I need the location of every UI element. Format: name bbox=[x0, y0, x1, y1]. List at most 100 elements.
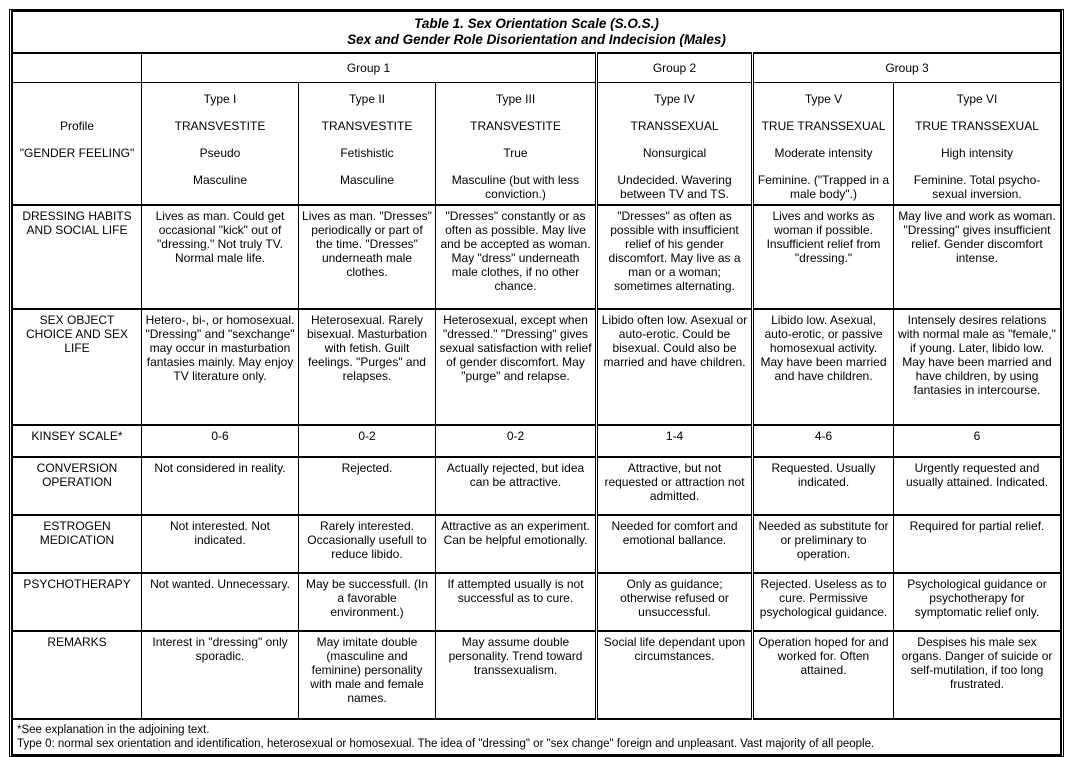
table-cell: Not wanted. Unnecessary. bbox=[141, 572, 299, 632]
table-cell: Rarely interested. Occasionally usefull … bbox=[298, 514, 436, 574]
table-title: Table 1. Sex Orientation Scale (S.O.S.) S… bbox=[12, 11, 1061, 54]
sos-table-container: Table 1. Sex Orientation Scale (S.O.S.) S… bbox=[9, 9, 1064, 757]
row-label: ESTROGEN MEDICATION bbox=[12, 514, 142, 574]
profile-label: Profile bbox=[59, 119, 94, 133]
row-label: PSYCHOTHERAPY bbox=[12, 572, 142, 632]
gender-feeling-label: "GENDER FEELING" bbox=[19, 146, 135, 160]
profile-kind: True bbox=[503, 146, 528, 160]
footnote: Type 0: normal sex orientation and ident… bbox=[17, 738, 875, 750]
group-header: Group 2 bbox=[595, 52, 753, 83]
table-cell: Lives as man. Could get occasional "kick… bbox=[141, 204, 299, 310]
profile-type: Type IV bbox=[654, 92, 695, 106]
footnote: *See explanation in the adjoining text. bbox=[17, 724, 210, 736]
table-cell: Required for partial relief. bbox=[893, 514, 1061, 574]
profile-type: Type VI bbox=[956, 92, 998, 106]
profile-kind: Pseudo bbox=[199, 146, 241, 160]
table-cell: If attempted usually is not successful a… bbox=[435, 572, 597, 632]
profile-type: Type III bbox=[495, 92, 536, 106]
row-label: CONVERSION OPERATION bbox=[12, 456, 142, 516]
table-cell: Interest in "dressing" only sporadic. bbox=[141, 630, 299, 720]
table-cell: Needed for comfort and emotional ballanc… bbox=[595, 514, 753, 574]
table-cell: Not considered in reality. bbox=[141, 456, 299, 516]
profile-kind: Fetishistic bbox=[340, 146, 394, 160]
profile-kind: Moderate intensity bbox=[774, 146, 873, 160]
table-cell: Despises his male sex organs. Danger of … bbox=[893, 630, 1061, 720]
table-row: KINSEY SCALE* 0-6 0-2 0-2 1-4 4-6 6 bbox=[12, 424, 1061, 458]
table-cell: Attractive, but not requested or attract… bbox=[595, 456, 753, 516]
table-cell: Urgently requested and usually attained.… bbox=[893, 456, 1061, 516]
profile-feeling: Undecided. Wavering between TV and TS. bbox=[617, 173, 732, 201]
table-cell: Rejected. bbox=[298, 456, 436, 516]
profile-type: Type II bbox=[348, 92, 386, 106]
table-cell: Heterosexual. Rarely bisexual. Masturbat… bbox=[298, 308, 436, 426]
table-cell: May be successfull. (In a favorable envi… bbox=[298, 572, 436, 632]
table-cell: Only as guidance; otherwise refused or u… bbox=[595, 572, 753, 632]
table-cell: Lives as man. "Dresses" periodically or … bbox=[298, 204, 436, 310]
table-cell: Operation hoped for and worked for. Ofte… bbox=[751, 630, 894, 720]
sos-table: Table 1. Sex Orientation Scale (S.O.S.) S… bbox=[12, 11, 1061, 755]
table-cell: Psychological guidance or psychotherapy … bbox=[893, 572, 1061, 632]
table-cell: Actually rejected, but idea can be attra… bbox=[435, 456, 597, 516]
profile-feeling: Masculine bbox=[339, 173, 395, 187]
table-cell: Not interested. Not indicated. bbox=[141, 514, 299, 574]
table-cell: 0-2 bbox=[298, 424, 436, 458]
table-row: CONVERSION OPERATION Not considered in re… bbox=[12, 456, 1061, 516]
table-cell: 0-6 bbox=[141, 424, 299, 458]
table-cell: 4-6 bbox=[751, 424, 894, 458]
table-cell: 1-4 bbox=[595, 424, 753, 458]
table-cell: 6 bbox=[893, 424, 1061, 458]
profile-label-cell: .Profile"GENDER FEELING" bbox=[12, 82, 142, 206]
profile-feeling: Masculine bbox=[192, 173, 248, 187]
title-line-2: Sex and Gender Role Disorientation and I… bbox=[347, 32, 726, 47]
profile-name: TRANSVESTITE bbox=[174, 119, 266, 133]
table-cell: Hetero-, bi-, or homosexual. "Dressing" … bbox=[141, 308, 299, 426]
title-line-1: Table 1. Sex Orientation Scale (S.O.S.) bbox=[414, 16, 659, 31]
profile-kind: Nonsurgical bbox=[642, 146, 707, 160]
profile-name: TRUE TRANSSEXUAL bbox=[915, 119, 1039, 133]
row-label: DRESSING HABITS AND SOCIAL LIFE bbox=[12, 204, 142, 310]
group-header: Group 3 bbox=[751, 52, 1061, 83]
table-cell: Lives and works as woman if possible. In… bbox=[751, 204, 894, 310]
group-header: Group 1 bbox=[141, 52, 597, 83]
table-cell: May imitate double (masculine and femini… bbox=[298, 630, 436, 720]
profile-type-cell: Type II TRANSVESTITE Fetishistic Masculine bbox=[298, 82, 436, 206]
profile-kind: High intensity bbox=[940, 146, 1014, 160]
profile-type-cell: Type I TRANSVESTITE Pseudo Masculine bbox=[141, 82, 299, 206]
row-label: REMARKS bbox=[12, 630, 142, 720]
table-cell: 0-2 bbox=[435, 424, 597, 458]
table-cell: Libido low. Asexual, auto-erotic, or pas… bbox=[751, 308, 894, 426]
table-row: SEX OBJECT CHOICE AND SEX LIFE Hetero-, b… bbox=[12, 308, 1061, 426]
table-cell: Libido often low. Asexual or auto-erotic… bbox=[595, 308, 753, 426]
table-cell: "Dresses" as often as possible with insu… bbox=[595, 204, 753, 310]
profile-name: TRUE TRANSSEXUAL bbox=[761, 119, 886, 133]
profile-type-cell: Type IV TRANSSEXUAL Nonsurgical Undecided. … bbox=[595, 82, 753, 206]
table-row: DRESSING HABITS AND SOCIAL LIFE Lives as … bbox=[12, 204, 1061, 310]
profile-name: TRANSVESTITE bbox=[321, 119, 413, 133]
row-label: KINSEY SCALE* bbox=[12, 424, 142, 458]
table-cell: Requested. Usually indicated. bbox=[751, 456, 894, 516]
table-cell: Heterosexual, except when "dressed." "Dr… bbox=[435, 308, 597, 426]
table-row: PSYCHOTHERAPY Not wanted. Unnecessary. May… bbox=[12, 572, 1061, 632]
profile-feeling: Masculine (but with less conviction.) bbox=[451, 173, 580, 201]
table-row: REMARKS Interest in "dressing" only spora… bbox=[12, 630, 1061, 720]
corner-cell bbox=[12, 52, 142, 83]
profile-feeling: Feminine. ("Trapped in a male body".) bbox=[757, 173, 890, 201]
table-cell: May live and work as woman. "Dressing" g… bbox=[893, 204, 1061, 310]
profile-type-cell: Type VI TRUE TRANSSEXUAL High intensity Fem… bbox=[893, 82, 1061, 206]
table-row: ESTROGEN MEDICATION Not interested. Not i… bbox=[12, 514, 1061, 574]
profile-name: TRANSSEXUAL bbox=[630, 119, 719, 133]
table-cell: Intensely desires relations with normal … bbox=[893, 308, 1061, 426]
profile-type: Type V bbox=[804, 92, 843, 106]
profile-type-cell: Type V TRUE TRANSSEXUAL Moderate intensity… bbox=[751, 82, 894, 206]
profile-name: TRANSVESTITE bbox=[470, 119, 561, 133]
profile-row: .Profile"GENDER FEELING" Type ITRANSVEST… bbox=[12, 82, 1061, 206]
profile-type: Type I bbox=[203, 92, 237, 106]
table-cell: Rejected. Useless as to cure. Permissive… bbox=[751, 572, 894, 632]
table-cell: "Dresses" constantly or as often as poss… bbox=[435, 204, 597, 310]
table-cell: May assume double personality. Trend tow… bbox=[435, 630, 597, 720]
profile-feeling: Feminine. Total psycho-sexual inversion. bbox=[913, 173, 1041, 201]
row-label: SEX OBJECT CHOICE AND SEX LIFE bbox=[12, 308, 142, 426]
profile-type-cell: Type III TRANSVESTITE True Masculine (but w… bbox=[435, 82, 597, 206]
table-cell: Social life dependant upon circumstances… bbox=[595, 630, 753, 720]
footnotes: *See explanation in the adjoining text. T… bbox=[12, 718, 1061, 755]
